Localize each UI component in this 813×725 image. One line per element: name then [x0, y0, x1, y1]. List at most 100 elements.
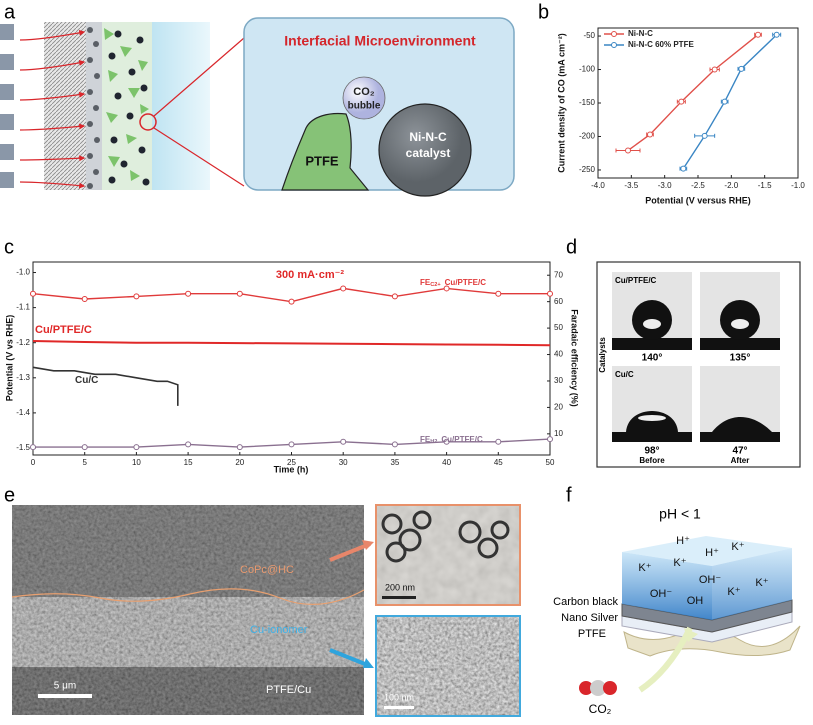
ion-label: K⁺ [638, 562, 651, 574]
marker [711, 66, 718, 73]
y-tick-label: -1.2 [16, 338, 30, 347]
legend-marker [611, 42, 617, 48]
x-tick-label: 45 [494, 458, 503, 467]
column-label: Before [639, 456, 665, 465]
ion-label: K⁺ [755, 577, 768, 589]
label-sub: C2+ [430, 282, 441, 288]
x-tick-label: -2.0 [724, 181, 738, 190]
x-tick-label: -4.0 [591, 181, 605, 190]
marker [340, 285, 347, 292]
angle: 98° [644, 446, 659, 457]
x-tick-label: -1.0 [791, 181, 805, 190]
marker [30, 290, 36, 297]
y-tick-label: -250 [579, 165, 596, 174]
marker [738, 65, 745, 72]
catalyst-label: Ni-N-C [409, 130, 447, 144]
layer-label: Carbon black [553, 596, 618, 608]
label-name: Cu/PTFE/C [441, 435, 483, 444]
x-axis-label: Potential (V versus RHE) [645, 195, 751, 205]
ion-label: OH [687, 595, 704, 607]
axis-label: Catalysts [598, 337, 607, 373]
layer-label: Cu-ionomer [250, 624, 308, 636]
label-name: Cu/C [75, 375, 98, 386]
legend-label: Ni-N-C [628, 29, 653, 38]
x-tick-label: -3.0 [658, 181, 672, 190]
legend-label: Ni-N-C 60% PTFE [628, 40, 694, 49]
series-label: Cu/C [75, 375, 98, 386]
bubble-label: bubble [348, 101, 381, 112]
label-prefix: FE [420, 278, 431, 287]
sem-images [11, 504, 521, 717]
legend-marker [611, 31, 617, 37]
scale-bar-label: 5 μm [54, 681, 76, 692]
layer-label: PTFE [578, 628, 606, 640]
y-tick-label: -1.1 [16, 303, 30, 312]
marker [391, 441, 398, 448]
x-tick-label: 10 [132, 458, 141, 467]
panel-label: d [566, 236, 577, 258]
panel-a-diagram [0, 17, 515, 197]
y2-tick-label: 30 [554, 376, 563, 385]
y2-tick-label: 20 [554, 403, 563, 412]
y-tick-label: -1.3 [16, 373, 30, 382]
marker [30, 444, 36, 451]
marker [443, 285, 450, 292]
panel-label: c [4, 236, 14, 258]
marker [773, 31, 780, 38]
y2-tick-label: 70 [554, 270, 563, 279]
annotation: 300 mA·cm⁻² [276, 269, 345, 281]
series-line [682, 34, 778, 169]
marker [236, 444, 243, 451]
diagram-title: Interfacial Microenvironment [284, 33, 476, 49]
bubble-label: CO₂ [353, 86, 375, 98]
ptfe-label: PTFE [305, 153, 339, 168]
series-label: FEH2 Cu/PTFE/C [420, 435, 483, 445]
series-label: FEC2+ Cu/PTFE/C [420, 278, 486, 288]
x-tick-label: 25 [287, 458, 296, 467]
series-line [32, 366, 179, 406]
y2-tick-label: 60 [554, 297, 563, 306]
ion-label: H⁺ [676, 535, 690, 547]
column-label: After [731, 456, 750, 465]
marker [133, 293, 140, 300]
marker [680, 165, 687, 172]
marker [625, 147, 631, 154]
y2-tick-label: 50 [554, 323, 563, 332]
gas-label: CO₂ [589, 702, 612, 716]
layer-label: CoPc@HC [240, 564, 294, 576]
marker [236, 290, 243, 297]
panel-label: b [538, 1, 549, 23]
y-axis-label: Current density of CO (mA cm⁻²) [556, 33, 566, 172]
marker [495, 290, 502, 297]
panel-label: a [4, 1, 16, 23]
marker [288, 298, 295, 305]
y-tick-label: -100 [579, 65, 596, 74]
marker [701, 132, 708, 139]
label-sub: H2 [430, 439, 437, 445]
marker [755, 31, 761, 38]
marker [547, 436, 553, 443]
y-tick-label: -150 [579, 98, 596, 107]
y-tick-label: -1.4 [16, 408, 30, 417]
x-tick-label: 20 [235, 458, 244, 467]
ion-label: H⁺ [705, 547, 719, 559]
y-tick-label: -50 [583, 31, 595, 40]
ion-label: K⁺ [731, 541, 744, 553]
plot-frame [597, 27, 799, 179]
label-prefix: FE [420, 435, 431, 444]
marker [133, 444, 140, 451]
x-tick-label: 15 [184, 458, 193, 467]
ion-label: OH⁻ [650, 588, 673, 600]
scale-bar-label: 100 nm [384, 692, 414, 702]
series-line [32, 340, 551, 347]
panel-label: e [4, 484, 15, 506]
x-tick-label: -2.5 [691, 181, 705, 190]
y-tick-label: -1.0 [16, 268, 30, 277]
label-name: Cu/PTFE/C [445, 278, 487, 287]
series-label: Cu/PTFE/C [35, 324, 92, 336]
marker [185, 290, 192, 297]
x-tick-label: 40 [442, 458, 451, 467]
marker [288, 441, 295, 448]
x-tick-label: 0 [31, 458, 36, 467]
